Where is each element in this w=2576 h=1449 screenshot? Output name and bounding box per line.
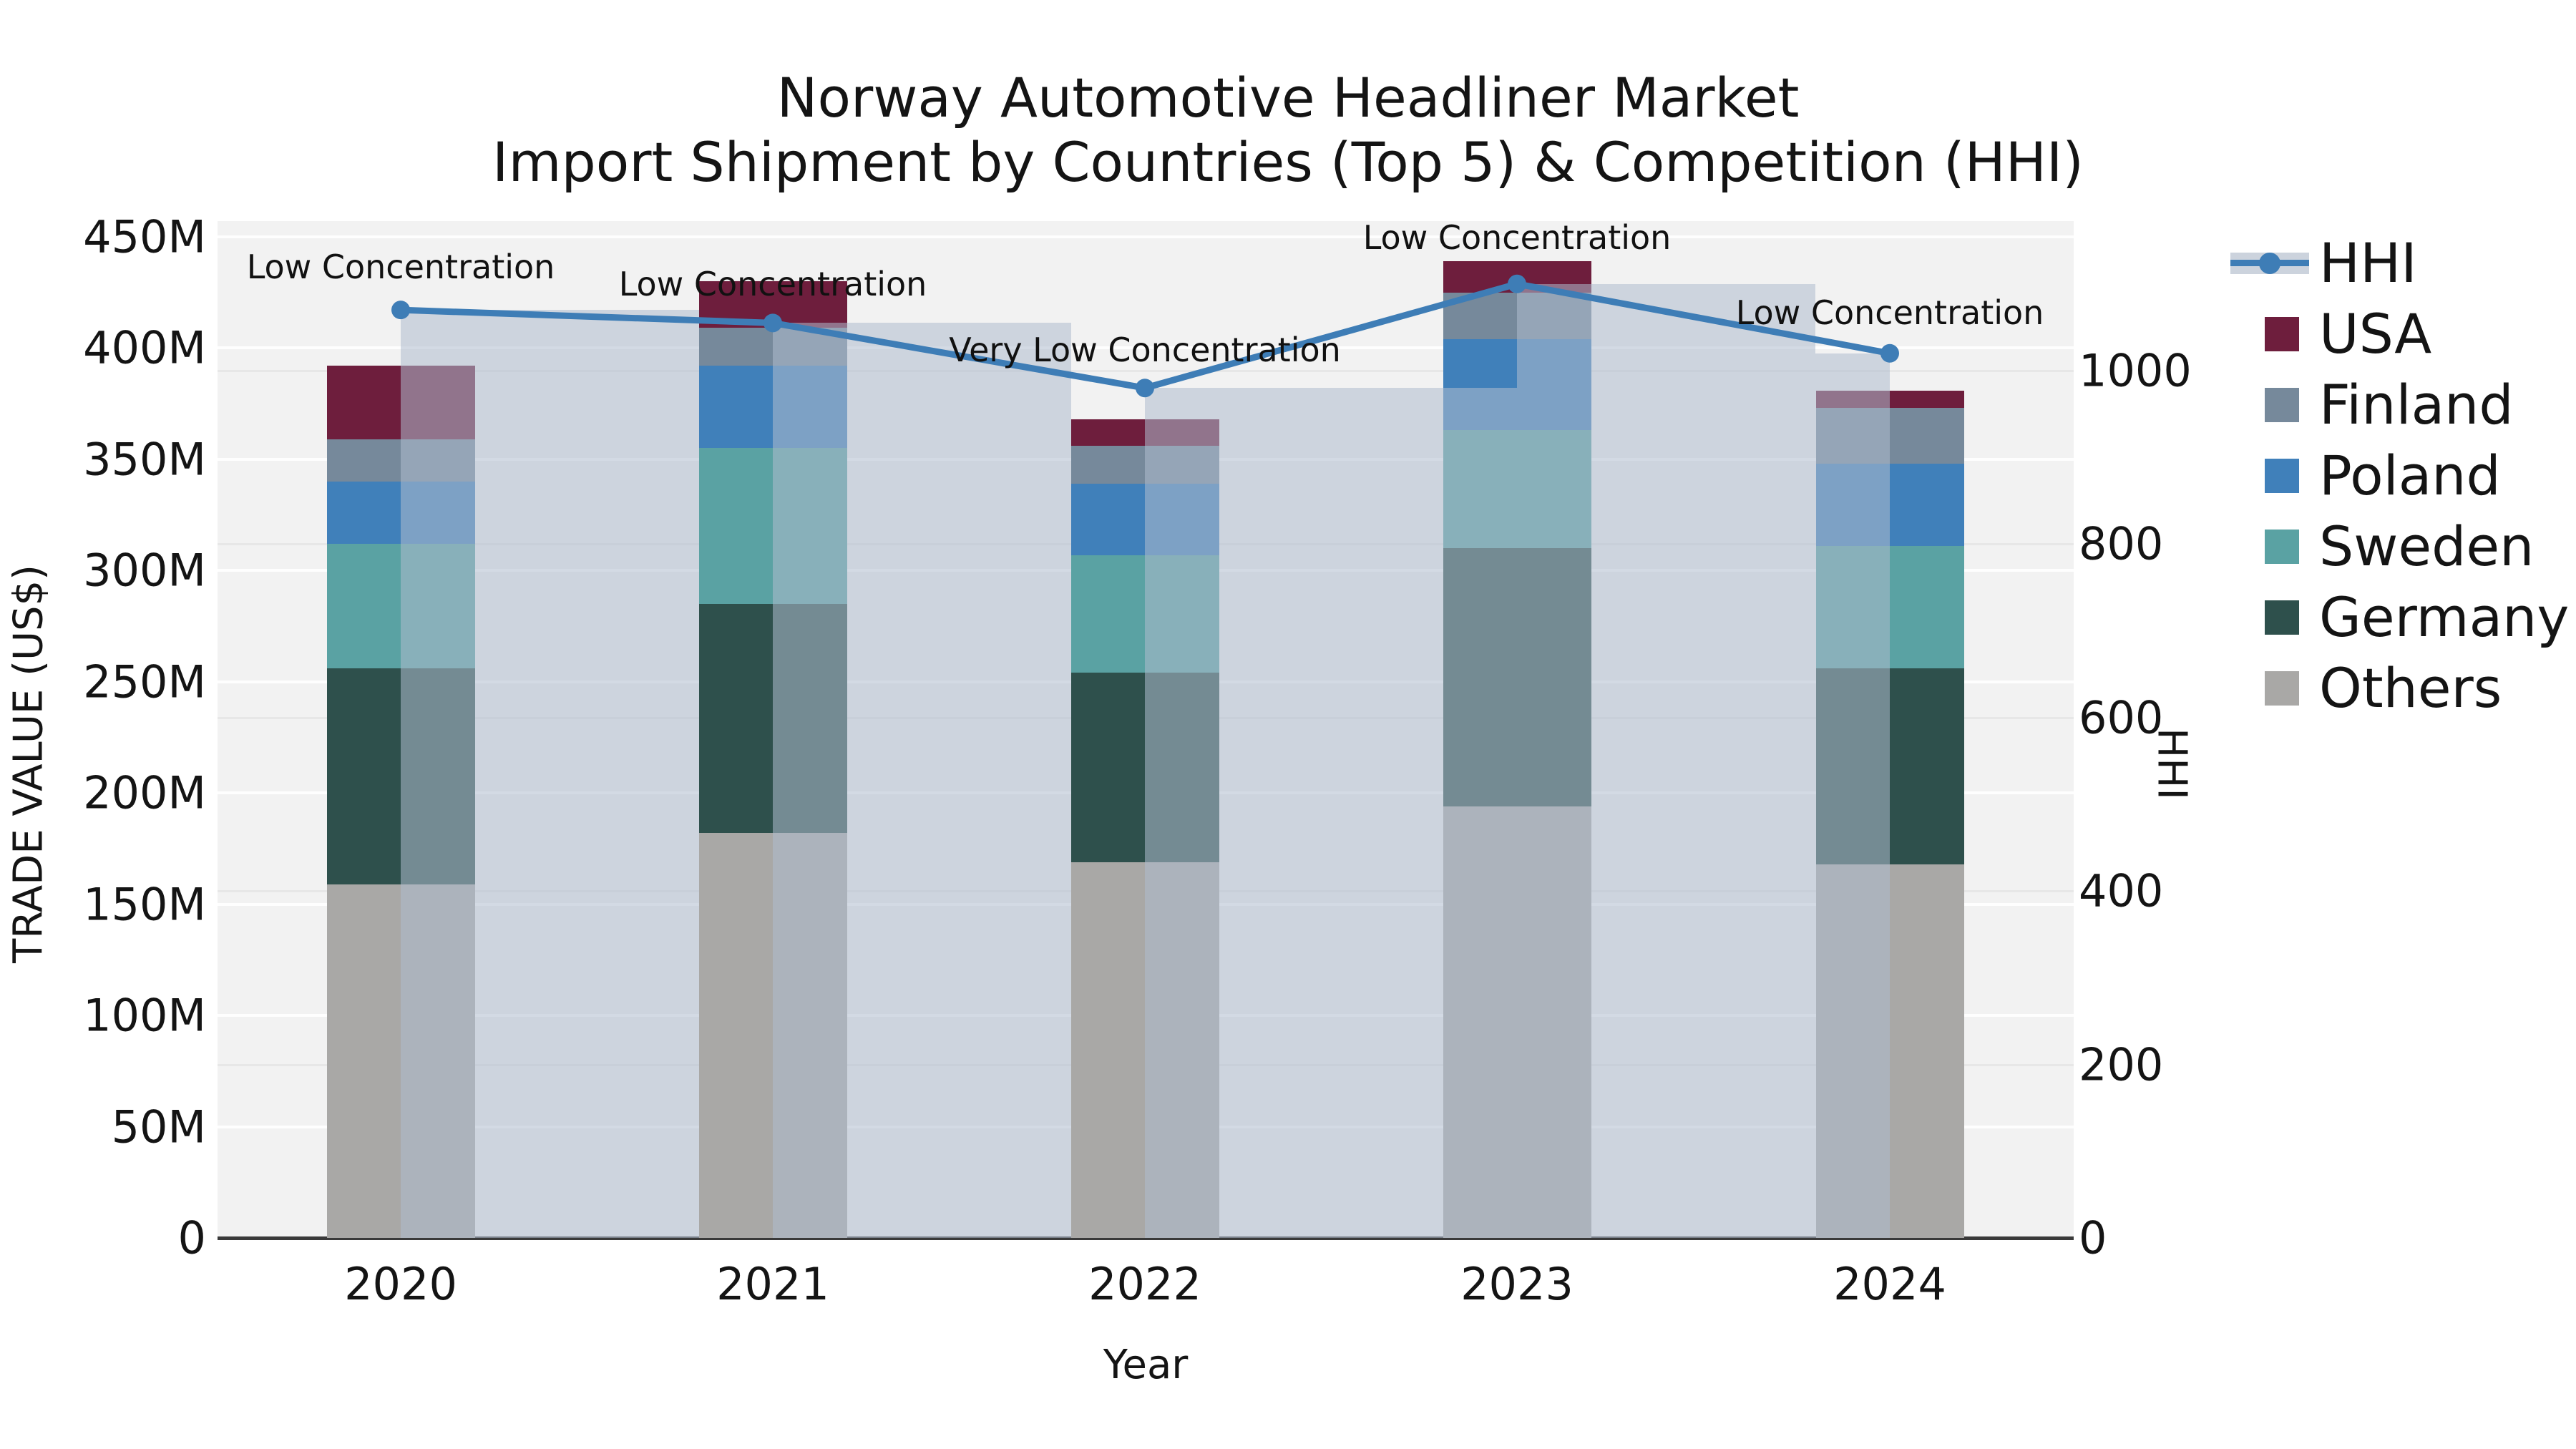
y-tick-left-0: 0 [177,1211,206,1264]
legend-swatch-others [2265,670,2299,706]
y-tick-left-400M: 400M [83,321,206,374]
legend-swatch-poland [2265,458,2299,493]
legend: HHI USA Finland Poland Sweden Germany Others [2230,228,2569,723]
legend-swatch-sweden [2265,529,2299,564]
y-tick-right-1000: 1000 [2079,344,2192,397]
hhi-marker-2020 [391,301,410,320]
annotation-2023: Low Concentration [1362,218,1672,257]
legend-label-hhi: HHI [2319,231,2417,295]
y-tick-left-450M: 450M [83,210,206,263]
legend-item-sweden: Sweden [2265,511,2569,582]
hhi-marker-2024 [1880,343,1899,363]
legend-swatch-usa [2265,316,2299,351]
x-tick-2022: 2022 [1088,1258,1201,1310]
y-axis-title-left: TRADE VALUE (US$) [5,565,52,963]
hhi-column-2020 [401,310,699,1238]
hhi-column-2024 [1815,353,1890,1238]
annotation-2021: Low Concentration [618,265,927,304]
y-tick-right-800: 800 [2079,517,2164,570]
x-axis-title: Year [1103,1342,1189,1388]
y-tick-left-50M: 50M [111,1101,206,1153]
legend-item-usa: USA [2265,298,2569,369]
gridline-450M [218,235,2074,238]
legend-label-poland: Poland [2319,444,2501,507]
y-tick-left-350M: 350M [83,433,206,486]
x-tick-2020: 2020 [344,1258,457,1310]
hhi-marker-icon [2259,252,2280,274]
legend-label-germany: Germany [2319,585,2570,649]
x-tick-2021: 2021 [716,1258,829,1310]
legend-item-hhi: HHI [2230,228,2569,298]
annotation-2020: Low Concentration [246,248,555,287]
hhi-column-2023 [1517,283,1815,1238]
x-axis-line [218,1236,2074,1240]
y-tick-right-400: 400 [2079,864,2164,917]
y-tick-left-100M: 100M [83,989,206,1042]
y-tick-right-0: 0 [2079,1211,2107,1264]
y-tick-left-150M: 150M [83,878,206,931]
plot-area: Low Concentration Low Concentration Very L… [218,218,2074,1240]
x-tick-2024: 2024 [1833,1258,1946,1310]
hhi-column-2021 [773,323,1071,1238]
annotation-2022: Very Low Concentration [949,331,1341,370]
y-tick-left-200M: 200M [83,766,206,819]
legend-label-others: Others [2319,656,2502,720]
y-tick-left-300M: 300M [83,544,206,597]
legend-label-finland: Finland [2319,373,2514,436]
legend-label-sweden: Sweden [2319,514,2534,578]
hhi-marker-2023 [1508,274,1526,293]
y-axis-title-right: HHI [2148,728,2195,800]
hhi-marker-2022 [1136,379,1154,398]
gridline-hhi-1000 [218,370,2074,372]
legend-item-others: Others [2265,653,2569,723]
legend-item-poland: Poland [2265,440,2569,511]
hhi-marker-2021 [763,313,782,333]
y-tick-left-250M: 250M [83,655,206,708]
y-tick-right-200: 200 [2079,1038,2164,1091]
gridline-400M [218,346,2074,350]
legend-hhi-line-sample [2230,252,2309,274]
hhi-line-layer [391,274,1899,398]
legend-swatch-finland [2265,387,2299,422]
legend-item-finland: Finland [2265,369,2569,440]
y-tick-right-600: 600 [2079,691,2164,744]
annotation-2024: Low Concentration [1735,293,2044,332]
legend-label-usa: USA [2319,302,2432,366]
chart-title-line2: Import Shipment by Countries (Top 5) & C… [492,130,2084,194]
legend-item-germany: Germany [2265,582,2569,653]
chart-title-line1: Norway Automotive Headliner Market [776,66,1800,130]
x-tick-2023: 2023 [1460,1258,1574,1310]
hhi-column-2022 [1145,388,1517,1238]
legend-swatch-germany [2265,600,2299,635]
